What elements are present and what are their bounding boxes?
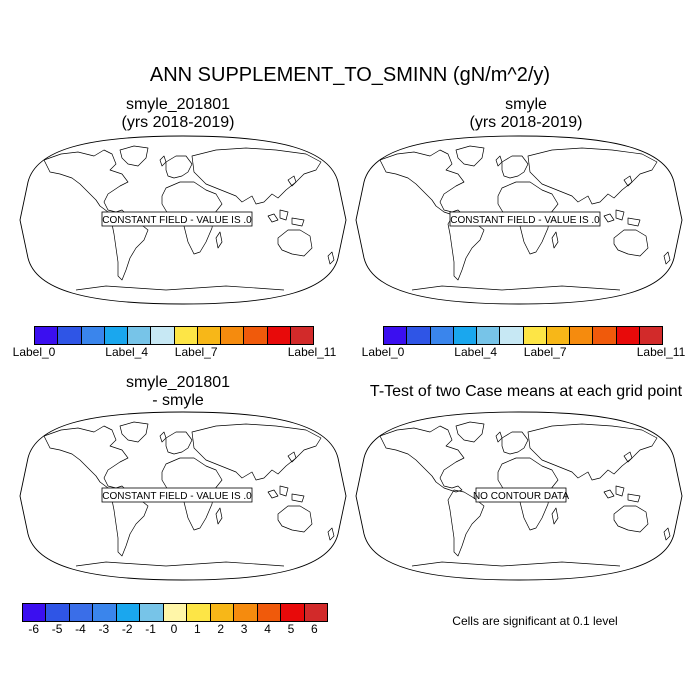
constant-field-label-2: CONSTANT FIELD - VALUE IS .0 — [449, 211, 601, 227]
colorbar-difference-label-1: -5 — [51, 622, 63, 636]
colorbar-panel-1-swatch-1 — [58, 327, 82, 344]
colorbar-difference-swatch-4 — [116, 604, 141, 621]
colorbar-panel-2-swatch-3 — [453, 327, 477, 344]
colorbar-panel-2-label-3: Label_11 — [636, 345, 686, 359]
colorbar-panel-2-swatch-1 — [407, 327, 431, 344]
colorbar-difference-label-8: 2 — [217, 622, 225, 636]
panel-4-title: T-Test of two Case means at each grid po… — [356, 383, 696, 401]
colorbar-difference-swatch-7 — [187, 604, 211, 621]
panel-2-title: smyle (yrs 2018-2019) — [376, 96, 676, 132]
colorbar-difference-swatch-3 — [93, 604, 117, 621]
colorbar-difference-swatch-0 — [23, 604, 47, 621]
world-map-panel-4: NO CONTOUR DATA — [355, 411, 683, 581]
colorbar-difference-swatch-11 — [281, 604, 305, 621]
colorbar-panel-2-swatch-5 — [500, 327, 524, 344]
world-map-panel-2: CONSTANT FIELD - VALUE IS .0 — [355, 135, 683, 305]
panel-3-title-line1: smyle_201801 — [125, 374, 231, 391]
no-contour-label: NO CONTOUR DATA — [473, 487, 569, 503]
panel-1-title: smyle_201801 (yrs 2018-2019) — [28, 96, 328, 132]
colorbar-difference-swatch-10 — [257, 604, 282, 621]
colorbar-panel-1-swatch-10 — [267, 327, 291, 344]
world-map-panel-1: CONSTANT FIELD - VALUE IS .0 — [19, 135, 347, 305]
colorbar-panel-2-swatch-0 — [384, 327, 408, 344]
colorbar-panel-2-swatch-4 — [477, 327, 501, 344]
panel-3-title-line2: - smyle — [152, 392, 204, 409]
colorbar-panel-1-swatch-9 — [244, 327, 268, 344]
colorbar-difference-swatch-5 — [140, 604, 164, 621]
colorbar-panel-2-swatch-10 — [616, 327, 640, 344]
colorbar-panel-1-label-0: Label_0 — [12, 345, 56, 359]
colorbar-difference-label-12: 6 — [310, 622, 318, 636]
panel-2-title-line1: smyle — [505, 96, 547, 113]
colorbar-difference-swatch-1 — [46, 604, 70, 621]
colorbar-panel-2-swatch-6 — [523, 327, 547, 344]
colorbar-difference-swatch-12 — [304, 604, 328, 621]
colorbar-difference-label-11: 5 — [287, 622, 295, 636]
panel-2-title-line2: (yrs 2018-2019) — [469, 114, 583, 131]
colorbar-difference-label-3: -3 — [98, 622, 110, 636]
colorbar-difference-swatch-6 — [163, 604, 188, 621]
colorbar-panel-2-label-1: Label_4 — [454, 345, 498, 359]
colorbar-panel-1 — [34, 326, 314, 345]
colorbar-panel-1-swatch-0 — [35, 327, 59, 344]
svg-text:NO CONTOUR DATA: NO CONTOUR DATA — [473, 491, 569, 502]
svg-text:CONSTANT FIELD - VALUE IS .0: CONSTANT FIELD - VALUE IS .0 — [102, 491, 252, 502]
colorbar-difference-swatch-2 — [69, 604, 94, 621]
colorbar-panel-1-swatch-4 — [128, 327, 152, 344]
colorbar-panel-2 — [383, 326, 663, 345]
colorbar-difference — [22, 603, 328, 622]
panel-1-title-line1: smyle_201801 — [125, 96, 231, 113]
colorbar-panel-2-swatch-2 — [430, 327, 454, 344]
colorbar-difference-label-9: 3 — [240, 622, 248, 636]
panel-4-title-line1: T-Test of two Case means at each grid po… — [369, 383, 683, 400]
colorbar-difference-label-4: -2 — [121, 622, 133, 636]
colorbar-panel-2-label-2: Label_7 — [523, 345, 567, 359]
svg-text:CONSTANT FIELD - VALUE IS .0: CONSTANT FIELD - VALUE IS .0 — [102, 215, 252, 226]
constant-field-label-3: CONSTANT FIELD - VALUE IS .0 — [101, 487, 253, 503]
colorbar-panel-1-swatch-8 — [221, 327, 245, 344]
panel-1-title-line2: (yrs 2018-2019) — [121, 114, 235, 131]
colorbar-difference-label-2: -4 — [75, 622, 86, 636]
colorbar-panel-2-label-0: Label_0 — [361, 345, 405, 359]
colorbar-panel-1-swatch-7 — [197, 327, 221, 344]
colorbar-difference-label-7: 1 — [194, 622, 201, 636]
colorbar-panel-1-swatch-6 — [174, 327, 198, 344]
colorbar-difference-label-0: -6 — [28, 622, 40, 636]
colorbar-difference-label-5: -1 — [145, 622, 156, 636]
world-map-panel-3: CONSTANT FIELD - VALUE IS .0 — [19, 411, 347, 581]
colorbar-panel-2-swatch-9 — [593, 327, 617, 344]
colorbar-panel-1-swatch-3 — [104, 327, 128, 344]
colorbar-difference-swatch-9 — [234, 604, 258, 621]
colorbar-panel-1-label-1: Label_4 — [105, 345, 149, 359]
colorbar-panel-1-swatch-2 — [81, 327, 105, 344]
colorbar-panel-1-label-2: Label_7 — [174, 345, 218, 359]
colorbar-difference-label-10: 4 — [264, 622, 271, 636]
colorbar-panel-1-swatch-11 — [290, 327, 313, 344]
colorbar-panel-1-swatch-5 — [151, 327, 175, 344]
figure-title: ANN SUPPLEMENT_TO_SMINN (gN/m^2/y) — [149, 64, 551, 86]
colorbar-panel-2-swatch-8 — [570, 327, 594, 344]
panel-3-title: smyle_201801 - smyle — [28, 374, 328, 410]
colorbar-panel-2-swatch-7 — [546, 327, 570, 344]
colorbar-panel-1-label-3: Label_11 — [287, 345, 337, 359]
colorbar-difference-label-6: 0 — [170, 622, 178, 636]
constant-field-label-1: CONSTANT FIELD - VALUE IS .0 — [101, 211, 253, 227]
significance-note: Cells are significant at 0.1 level — [452, 614, 618, 628]
colorbar-difference-swatch-8 — [210, 604, 235, 621]
svg-text:CONSTANT FIELD - VALUE IS .0: CONSTANT FIELD - VALUE IS .0 — [450, 215, 600, 226]
colorbar-panel-2-swatch-11 — [639, 327, 662, 344]
